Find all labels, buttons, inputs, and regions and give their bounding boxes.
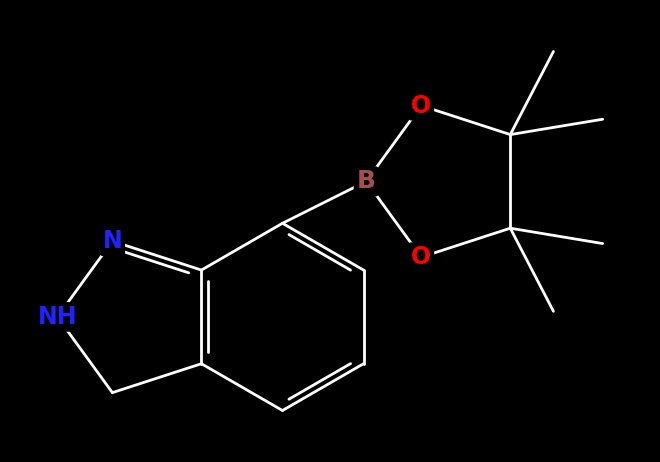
Text: O: O [411,245,432,269]
Text: NH: NH [38,305,77,329]
Text: N: N [102,229,122,253]
Text: B: B [357,170,376,194]
Text: O: O [411,94,432,118]
